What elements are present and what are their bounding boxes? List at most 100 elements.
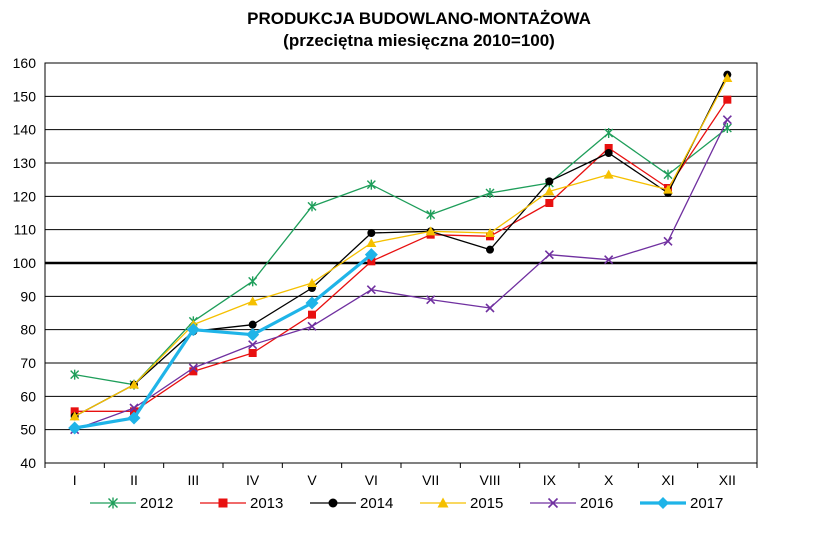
y-tick-label: 110 xyxy=(14,222,37,238)
marker-stroke xyxy=(544,250,554,260)
data-point xyxy=(485,303,495,313)
marker-stroke xyxy=(188,363,198,373)
y-tick-label: 70 xyxy=(20,355,36,371)
data-point xyxy=(364,248,378,262)
data-point xyxy=(663,169,673,180)
y-tick-label: 80 xyxy=(20,322,36,338)
data-point xyxy=(663,236,673,246)
series-line xyxy=(74,74,728,417)
data-point xyxy=(544,186,555,196)
marker-stroke xyxy=(663,236,673,246)
data-point xyxy=(307,278,317,287)
data-point xyxy=(426,295,436,305)
y-tick-label: 160 xyxy=(13,55,37,71)
chart-subtitle: (przeciętna miesięczna 2010=100) xyxy=(283,31,555,50)
series-line xyxy=(74,253,373,430)
data-point xyxy=(722,115,732,125)
data-point xyxy=(247,296,258,306)
x-tick-label: XII xyxy=(719,472,736,488)
data-point xyxy=(604,255,614,265)
legend-item: 2016 xyxy=(530,495,613,512)
chart-title: PRODUKCJA BUDOWLANO-MONTAŻOWA xyxy=(247,9,591,28)
legend-item: 2013 xyxy=(200,495,283,512)
y-tick-label: 50 xyxy=(20,422,36,438)
legend-item: 2017 xyxy=(640,495,723,512)
marker-stroke xyxy=(366,285,376,295)
legend-label: 2015 xyxy=(470,495,503,512)
data-point xyxy=(188,363,198,373)
legend-marker xyxy=(218,498,228,508)
series-2016 xyxy=(70,115,732,435)
x-tick-label: IV xyxy=(246,472,260,488)
x-tick-label: I xyxy=(73,472,77,488)
marker-stroke xyxy=(722,115,732,125)
data-point xyxy=(366,179,376,190)
data-point xyxy=(129,403,139,413)
data-point xyxy=(425,226,436,236)
legend-label: 2012 xyxy=(140,495,173,512)
data-point xyxy=(367,229,376,237)
y-tick-label: 100 xyxy=(13,255,37,271)
series-line xyxy=(74,127,728,386)
marker-stroke xyxy=(547,497,559,509)
marker-stroke xyxy=(485,303,495,313)
marker-stroke xyxy=(248,340,258,350)
x-tick-label: X xyxy=(604,472,614,488)
data-point xyxy=(426,209,436,220)
data-point xyxy=(69,411,80,421)
x-tick-label: VII xyxy=(422,472,439,488)
x-tick-label: XI xyxy=(661,472,674,488)
data-point xyxy=(366,285,376,295)
legend-marker xyxy=(547,497,559,509)
y-tick-label: 120 xyxy=(13,188,37,204)
data-point xyxy=(308,310,316,319)
legend-marker xyxy=(328,498,338,508)
data-point xyxy=(129,379,139,389)
legend-label: 2017 xyxy=(690,495,723,512)
data-point xyxy=(307,321,317,331)
data-point xyxy=(485,188,495,198)
series-2014 xyxy=(70,70,732,421)
y-tick-label: 90 xyxy=(20,288,36,304)
x-tick-label: V xyxy=(307,472,317,488)
legend-item: 2014 xyxy=(310,495,393,512)
data-point xyxy=(68,421,82,435)
data-point xyxy=(367,257,376,266)
data-point xyxy=(723,95,732,104)
marker-stroke xyxy=(604,255,614,265)
marker-stroke xyxy=(129,403,139,413)
legend: 2012 2013 2014 2015 2016 2017 xyxy=(90,495,723,512)
legend-marker xyxy=(657,497,669,509)
x-tick-label: VI xyxy=(365,472,378,488)
series-line xyxy=(74,99,728,412)
data-point xyxy=(604,128,614,138)
legend-label: 2014 xyxy=(360,495,393,512)
data-point xyxy=(246,328,260,342)
y-tick-label: 130 xyxy=(13,155,37,171)
legend-label: 2013 xyxy=(250,495,283,512)
legend-item: 2012 xyxy=(90,495,173,512)
y-tick-label: 140 xyxy=(13,122,37,138)
marker-stroke xyxy=(307,321,317,331)
data-point xyxy=(248,320,257,329)
series-line xyxy=(74,77,728,417)
legend-label: 2016 xyxy=(580,495,613,512)
data-point xyxy=(663,184,673,194)
marker-stroke xyxy=(426,295,436,305)
data-point xyxy=(305,296,319,310)
legend-marker xyxy=(437,497,449,508)
data-point xyxy=(366,238,377,247)
y-tick-label: 150 xyxy=(13,88,37,104)
data-point xyxy=(604,149,613,157)
data-point xyxy=(307,201,317,212)
data-point xyxy=(604,144,613,152)
data-point xyxy=(130,407,138,416)
x-tick-label: II xyxy=(130,472,138,488)
x-tick-label: III xyxy=(187,472,199,488)
legend-item: 2015 xyxy=(420,495,503,512)
series-2017 xyxy=(68,248,378,435)
data-point xyxy=(248,349,257,357)
data-point xyxy=(544,250,554,260)
